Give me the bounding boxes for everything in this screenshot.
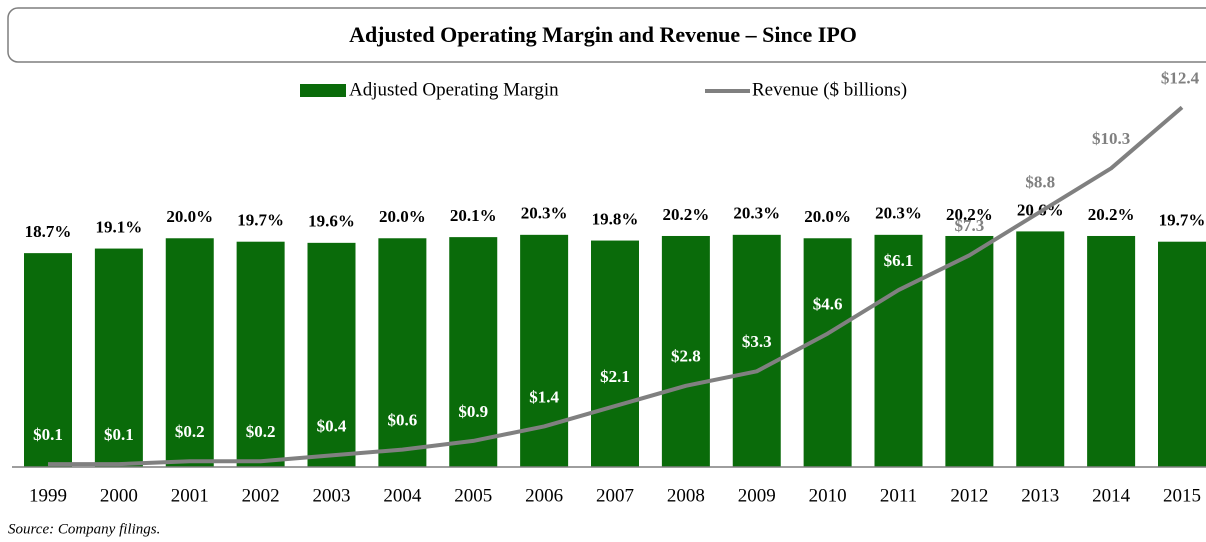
x-tick-label: 2010	[809, 485, 847, 506]
bar	[1158, 241, 1206, 467]
data-label: 20.2%	[946, 205, 993, 224]
bar	[661, 235, 710, 467]
data-label: $0.1	[33, 425, 63, 444]
x-tick-label: 2008	[667, 485, 705, 506]
bar	[449, 237, 498, 467]
title-box	[7, 7, 1206, 63]
bar	[945, 235, 994, 467]
bar	[591, 240, 639, 467]
data-label: $4.6	[813, 295, 843, 314]
data-label: $3.3	[742, 332, 772, 351]
data-label: $2.8	[671, 347, 701, 366]
bar	[1016, 231, 1065, 467]
x-tick-label: 2007	[596, 485, 634, 506]
x-tick-label: 2014	[1092, 485, 1131, 506]
x-tick-label: 2000	[100, 485, 138, 506]
data-label: $0.1	[104, 425, 134, 444]
chart-title: Adjusted Operating Margin and Revenue – …	[349, 22, 857, 47]
data-label: $7.3	[955, 216, 985, 235]
data-label: 19.6%	[308, 212, 355, 231]
x-tick-label: 2011	[880, 485, 917, 506]
bar	[520, 234, 569, 467]
bar	[1087, 235, 1136, 467]
legend-label: Adjusted Operating Margin	[349, 79, 559, 100]
x-tick-label: 2005	[454, 485, 492, 506]
legend-label: Revenue ($ billions)	[752, 79, 907, 100]
bar	[165, 238, 214, 467]
legend-swatch	[300, 84, 346, 97]
data-label: 20.2%	[663, 205, 710, 224]
x-tick-label: 2012	[950, 485, 988, 506]
x-tick-label: 2006	[525, 485, 563, 506]
source-note: Source: Company filings.	[8, 521, 160, 537]
data-label: $0.2	[246, 422, 276, 441]
data-label: $2.1	[600, 367, 630, 386]
x-tick-label: 2004	[383, 485, 422, 506]
data-label: $0.6	[388, 411, 418, 430]
data-label: $12.4	[1161, 68, 1200, 87]
bar	[378, 238, 427, 467]
bar	[803, 238, 852, 467]
data-label: 20.3%	[875, 204, 922, 223]
data-label: 20.0%	[804, 207, 851, 226]
data-label: $8.8	[1025, 173, 1055, 192]
x-tick-label: 1999	[29, 485, 67, 506]
data-label: 19.7%	[1159, 211, 1206, 230]
data-label: $0.4	[317, 416, 347, 435]
data-label: $1.4	[529, 387, 559, 406]
bar	[24, 253, 72, 467]
data-label: 20.0%	[166, 207, 213, 226]
x-tick-label: 2013	[1021, 485, 1059, 506]
x-tick-label: 2003	[313, 485, 351, 506]
data-label: $6.1	[884, 251, 914, 270]
line	[48, 105, 1184, 467]
data-label: $0.9	[458, 402, 488, 421]
x-tick-label: 2009	[738, 485, 776, 506]
bar	[874, 234, 923, 467]
data-label: 20.3%	[521, 204, 568, 223]
data-label: 19.7%	[237, 211, 284, 230]
bar	[732, 234, 781, 467]
x-tick-label: 2001	[171, 485, 209, 506]
data-label: 20.0%	[379, 207, 426, 226]
data-label: 19.8%	[592, 209, 639, 228]
data-label: $0.2	[175, 422, 205, 441]
data-label: 19.1%	[96, 217, 143, 236]
x-tick-label: 2002	[242, 485, 280, 506]
bar	[236, 241, 285, 467]
data-label: 20.3%	[733, 204, 780, 223]
data-label: 18.7%	[25, 222, 72, 241]
bar	[307, 242, 356, 467]
bar	[94, 248, 143, 467]
x-tick-label: 2015	[1163, 485, 1201, 506]
data-label: 20.2%	[1088, 205, 1135, 224]
data-label: $10.3	[1092, 129, 1130, 148]
data-label: 20.1%	[450, 206, 497, 225]
